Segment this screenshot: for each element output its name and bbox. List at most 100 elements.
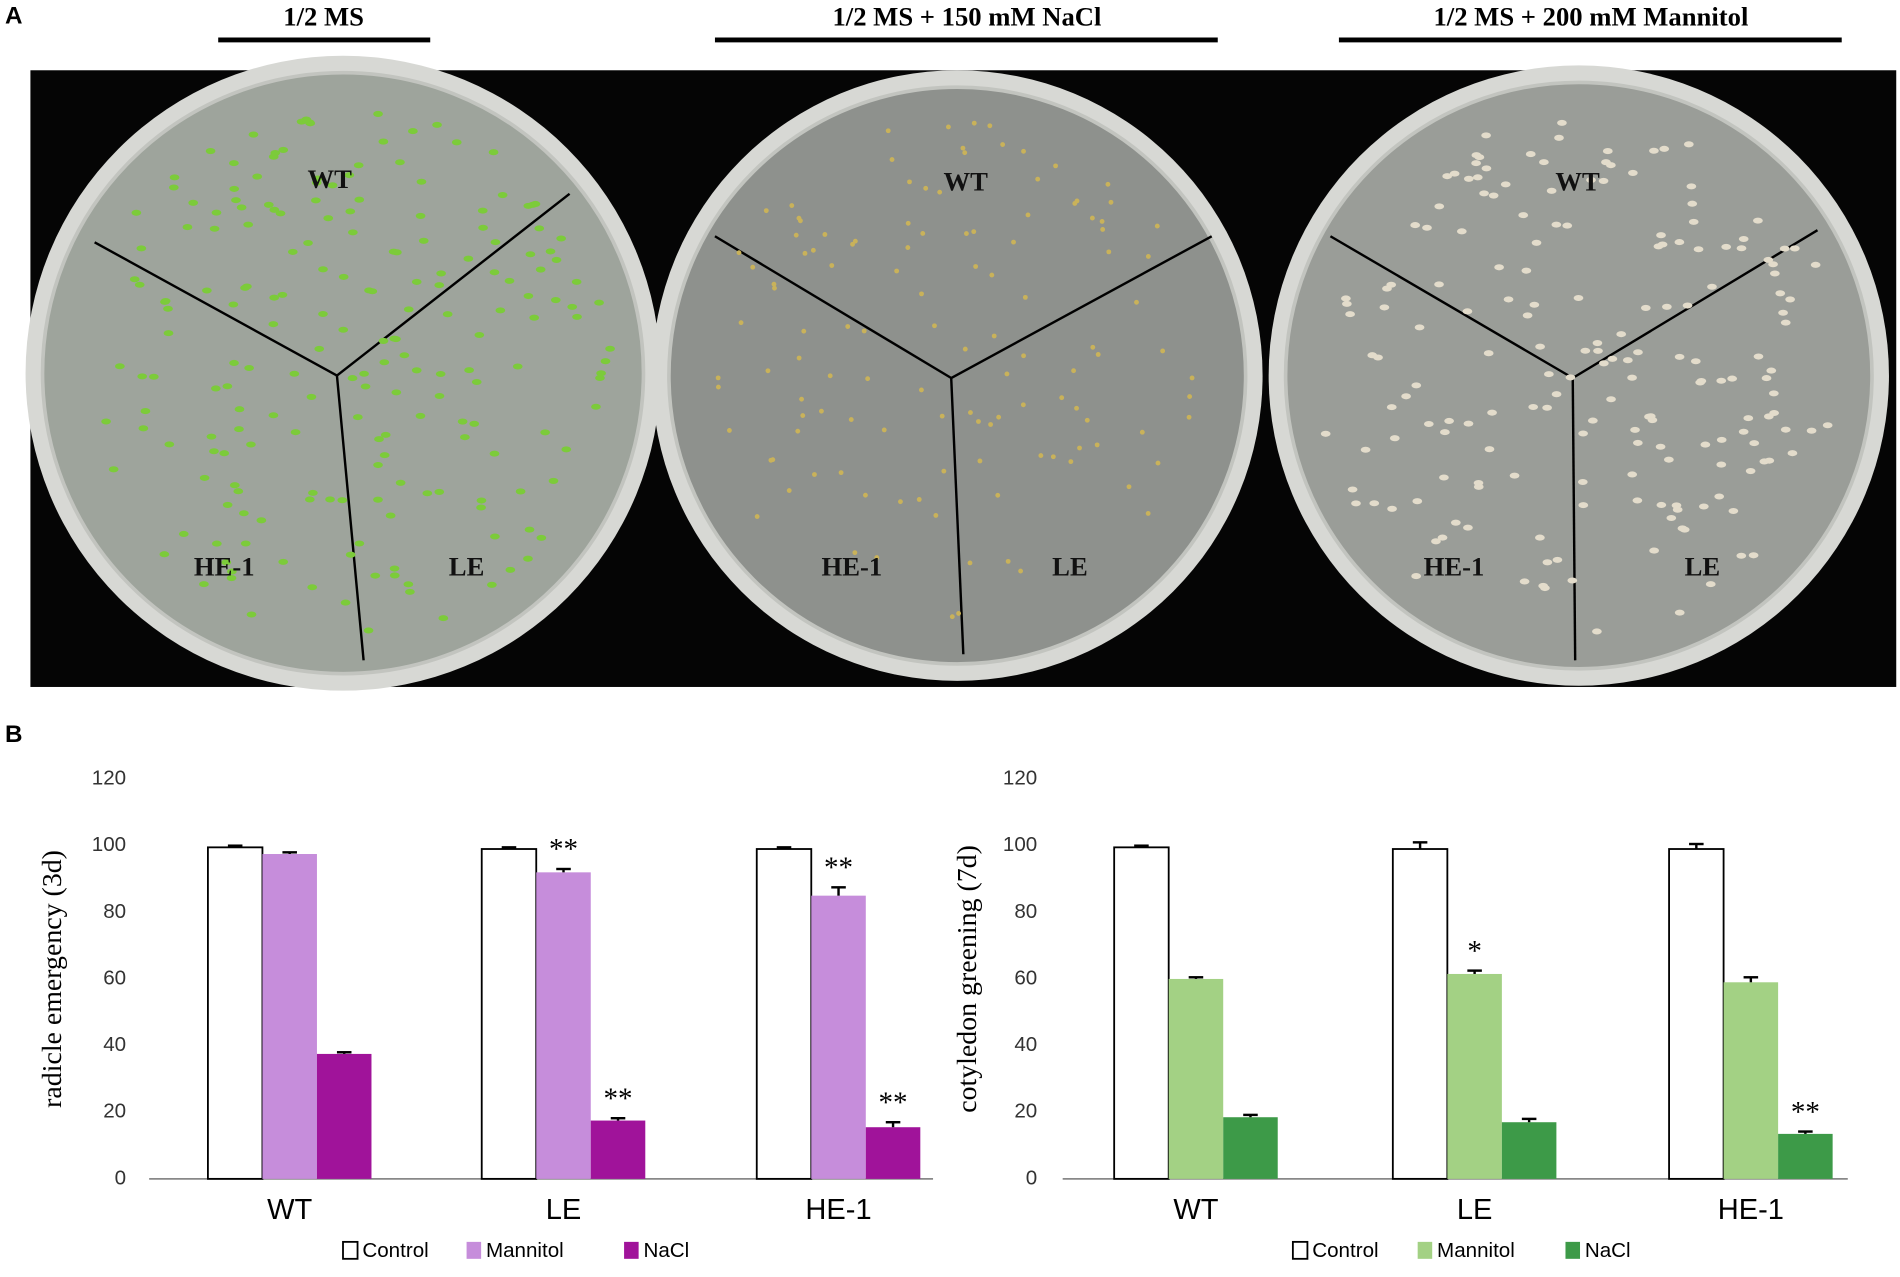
seedling [1484, 446, 1495, 453]
bar [590, 1120, 646, 1179]
seedling [1538, 582, 1549, 589]
seedling [229, 482, 240, 489]
seedling [796, 355, 802, 361]
seedling [1552, 556, 1563, 563]
seedling [916, 497, 922, 502]
seedling [1657, 241, 1668, 248]
seedling [802, 250, 808, 256]
seedling [1379, 304, 1390, 311]
plate-divider [94, 241, 338, 377]
seedling [1434, 203, 1445, 210]
seedling [1633, 349, 1643, 356]
y-tick-label: 100 [92, 833, 126, 856]
plate-divider [1572, 229, 1819, 380]
seedling [1539, 159, 1549, 166]
seedling [389, 572, 400, 579]
seedling [1077, 445, 1082, 451]
plate-label: WT [1555, 166, 1600, 196]
seedling [252, 173, 263, 180]
seedling [1656, 232, 1666, 239]
seedling [1780, 426, 1791, 433]
seedling [242, 283, 252, 290]
seedling [1488, 192, 1499, 199]
seedling [1463, 175, 1474, 182]
seedling [380, 431, 391, 438]
seedling [209, 448, 219, 455]
seedling [1743, 415, 1754, 422]
seedling [535, 266, 546, 273]
panel-label: B [5, 721, 23, 748]
seedling [391, 389, 402, 396]
panel-label: A [5, 2, 23, 29]
seedling [1431, 538, 1441, 545]
error-bar [1521, 1117, 1537, 1123]
seedling [1531, 239, 1542, 246]
seedling [229, 185, 240, 192]
seedling [1084, 417, 1090, 423]
seedling [987, 123, 993, 129]
seedling [476, 497, 487, 504]
seedling [545, 248, 556, 255]
seedling [205, 148, 216, 155]
seedling [1535, 343, 1545, 350]
seedling [1700, 441, 1711, 448]
seedling [1806, 427, 1817, 434]
seedling [1437, 534, 1448, 541]
seedling [304, 496, 315, 503]
seedling [469, 420, 480, 427]
seedling [1716, 461, 1727, 468]
seedling [1551, 221, 1562, 228]
seedling [226, 575, 237, 582]
seedling [561, 446, 572, 453]
seedling [949, 614, 955, 620]
seedling [411, 278, 422, 285]
seedling [379, 452, 390, 459]
seedling [471, 378, 482, 386]
seedling [363, 627, 374, 634]
seedling [1189, 375, 1195, 381]
seedling [359, 370, 369, 377]
seedling [134, 281, 145, 288]
seedling [1599, 360, 1609, 367]
seedling [736, 250, 742, 256]
seedling [1414, 324, 1425, 331]
y-tick-label: 20 [103, 1100, 126, 1123]
seedling [754, 514, 760, 519]
seedling [352, 414, 363, 421]
seedling [1630, 426, 1640, 433]
seedling [988, 422, 994, 427]
seedling [889, 157, 895, 163]
seedling [1094, 442, 1100, 448]
error-bar [610, 1117, 626, 1121]
seedling [968, 410, 973, 415]
seedling [497, 192, 508, 199]
seedling [989, 272, 995, 278]
error-bar [1798, 1130, 1813, 1134]
seedling [1687, 200, 1698, 207]
seedling [108, 466, 119, 473]
seedling [199, 474, 210, 481]
significance-mark: ** [549, 834, 578, 866]
seedling [436, 270, 446, 277]
seedling [525, 251, 536, 258]
seedling [594, 299, 604, 306]
seedling [1449, 170, 1460, 177]
seedling [1622, 357, 1633, 364]
seedling [277, 291, 288, 298]
seedling [399, 352, 410, 359]
seedling [1483, 350, 1494, 357]
seedling [918, 387, 924, 393]
seedling [905, 245, 911, 251]
seedling [973, 264, 979, 269]
seedling [1412, 498, 1423, 505]
seedling [863, 492, 868, 498]
seedling [976, 419, 981, 424]
seedling [307, 584, 318, 591]
seedling [715, 384, 721, 390]
seedling [1627, 471, 1638, 478]
seedling [1748, 552, 1759, 559]
bar [1168, 978, 1224, 1179]
plates: WT HE-1 LE WT HE-1 LE WT HE-1 LE [25, 55, 1889, 691]
seedling [567, 303, 578, 310]
